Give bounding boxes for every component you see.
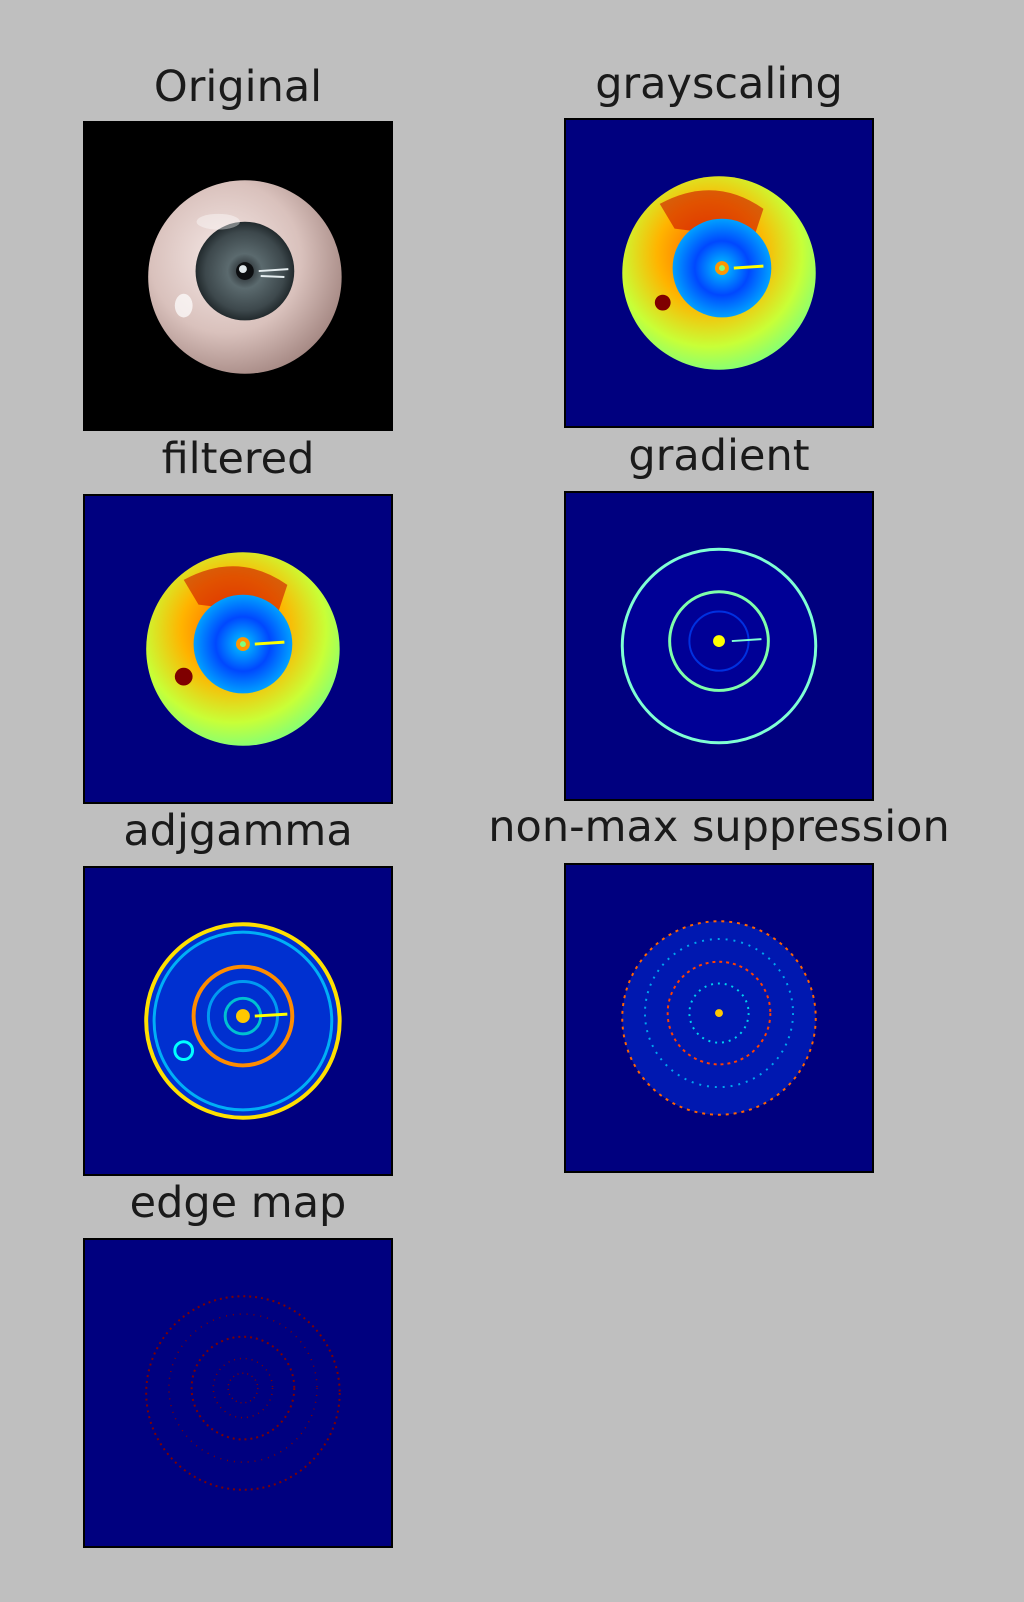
panel-title-adjgamma: adjgamma (123, 806, 353, 856)
grayscaling-heatmap (622, 176, 816, 370)
adjgamma-edges (144, 922, 342, 1120)
panel-image-adjgamma (83, 866, 393, 1176)
panel-title-non-max-suppression: non-max suppression (488, 802, 950, 852)
panel-image-original (83, 121, 393, 431)
panel-title-gradient: gradient (628, 431, 810, 481)
non-max-suppression-edges (621, 920, 817, 1116)
panel-title-edge-map: edge map (129, 1178, 347, 1228)
panel-image-non-max-suppression (564, 863, 874, 1173)
edge-map-binary (145, 1295, 341, 1491)
gradient-edges (620, 547, 818, 745)
panel-title-filtered: filtered (161, 434, 315, 484)
eyeball-photo (148, 180, 342, 374)
filtered-heatmap (146, 552, 340, 746)
panel-image-edge-map (83, 1238, 393, 1548)
panel-image-gradient (564, 491, 874, 801)
panel-image-grayscaling (564, 118, 874, 428)
panel-image-filtered (83, 494, 393, 804)
panel-title-grayscaling: grayscaling (595, 59, 843, 109)
panel-title-original: Original (153, 62, 323, 112)
